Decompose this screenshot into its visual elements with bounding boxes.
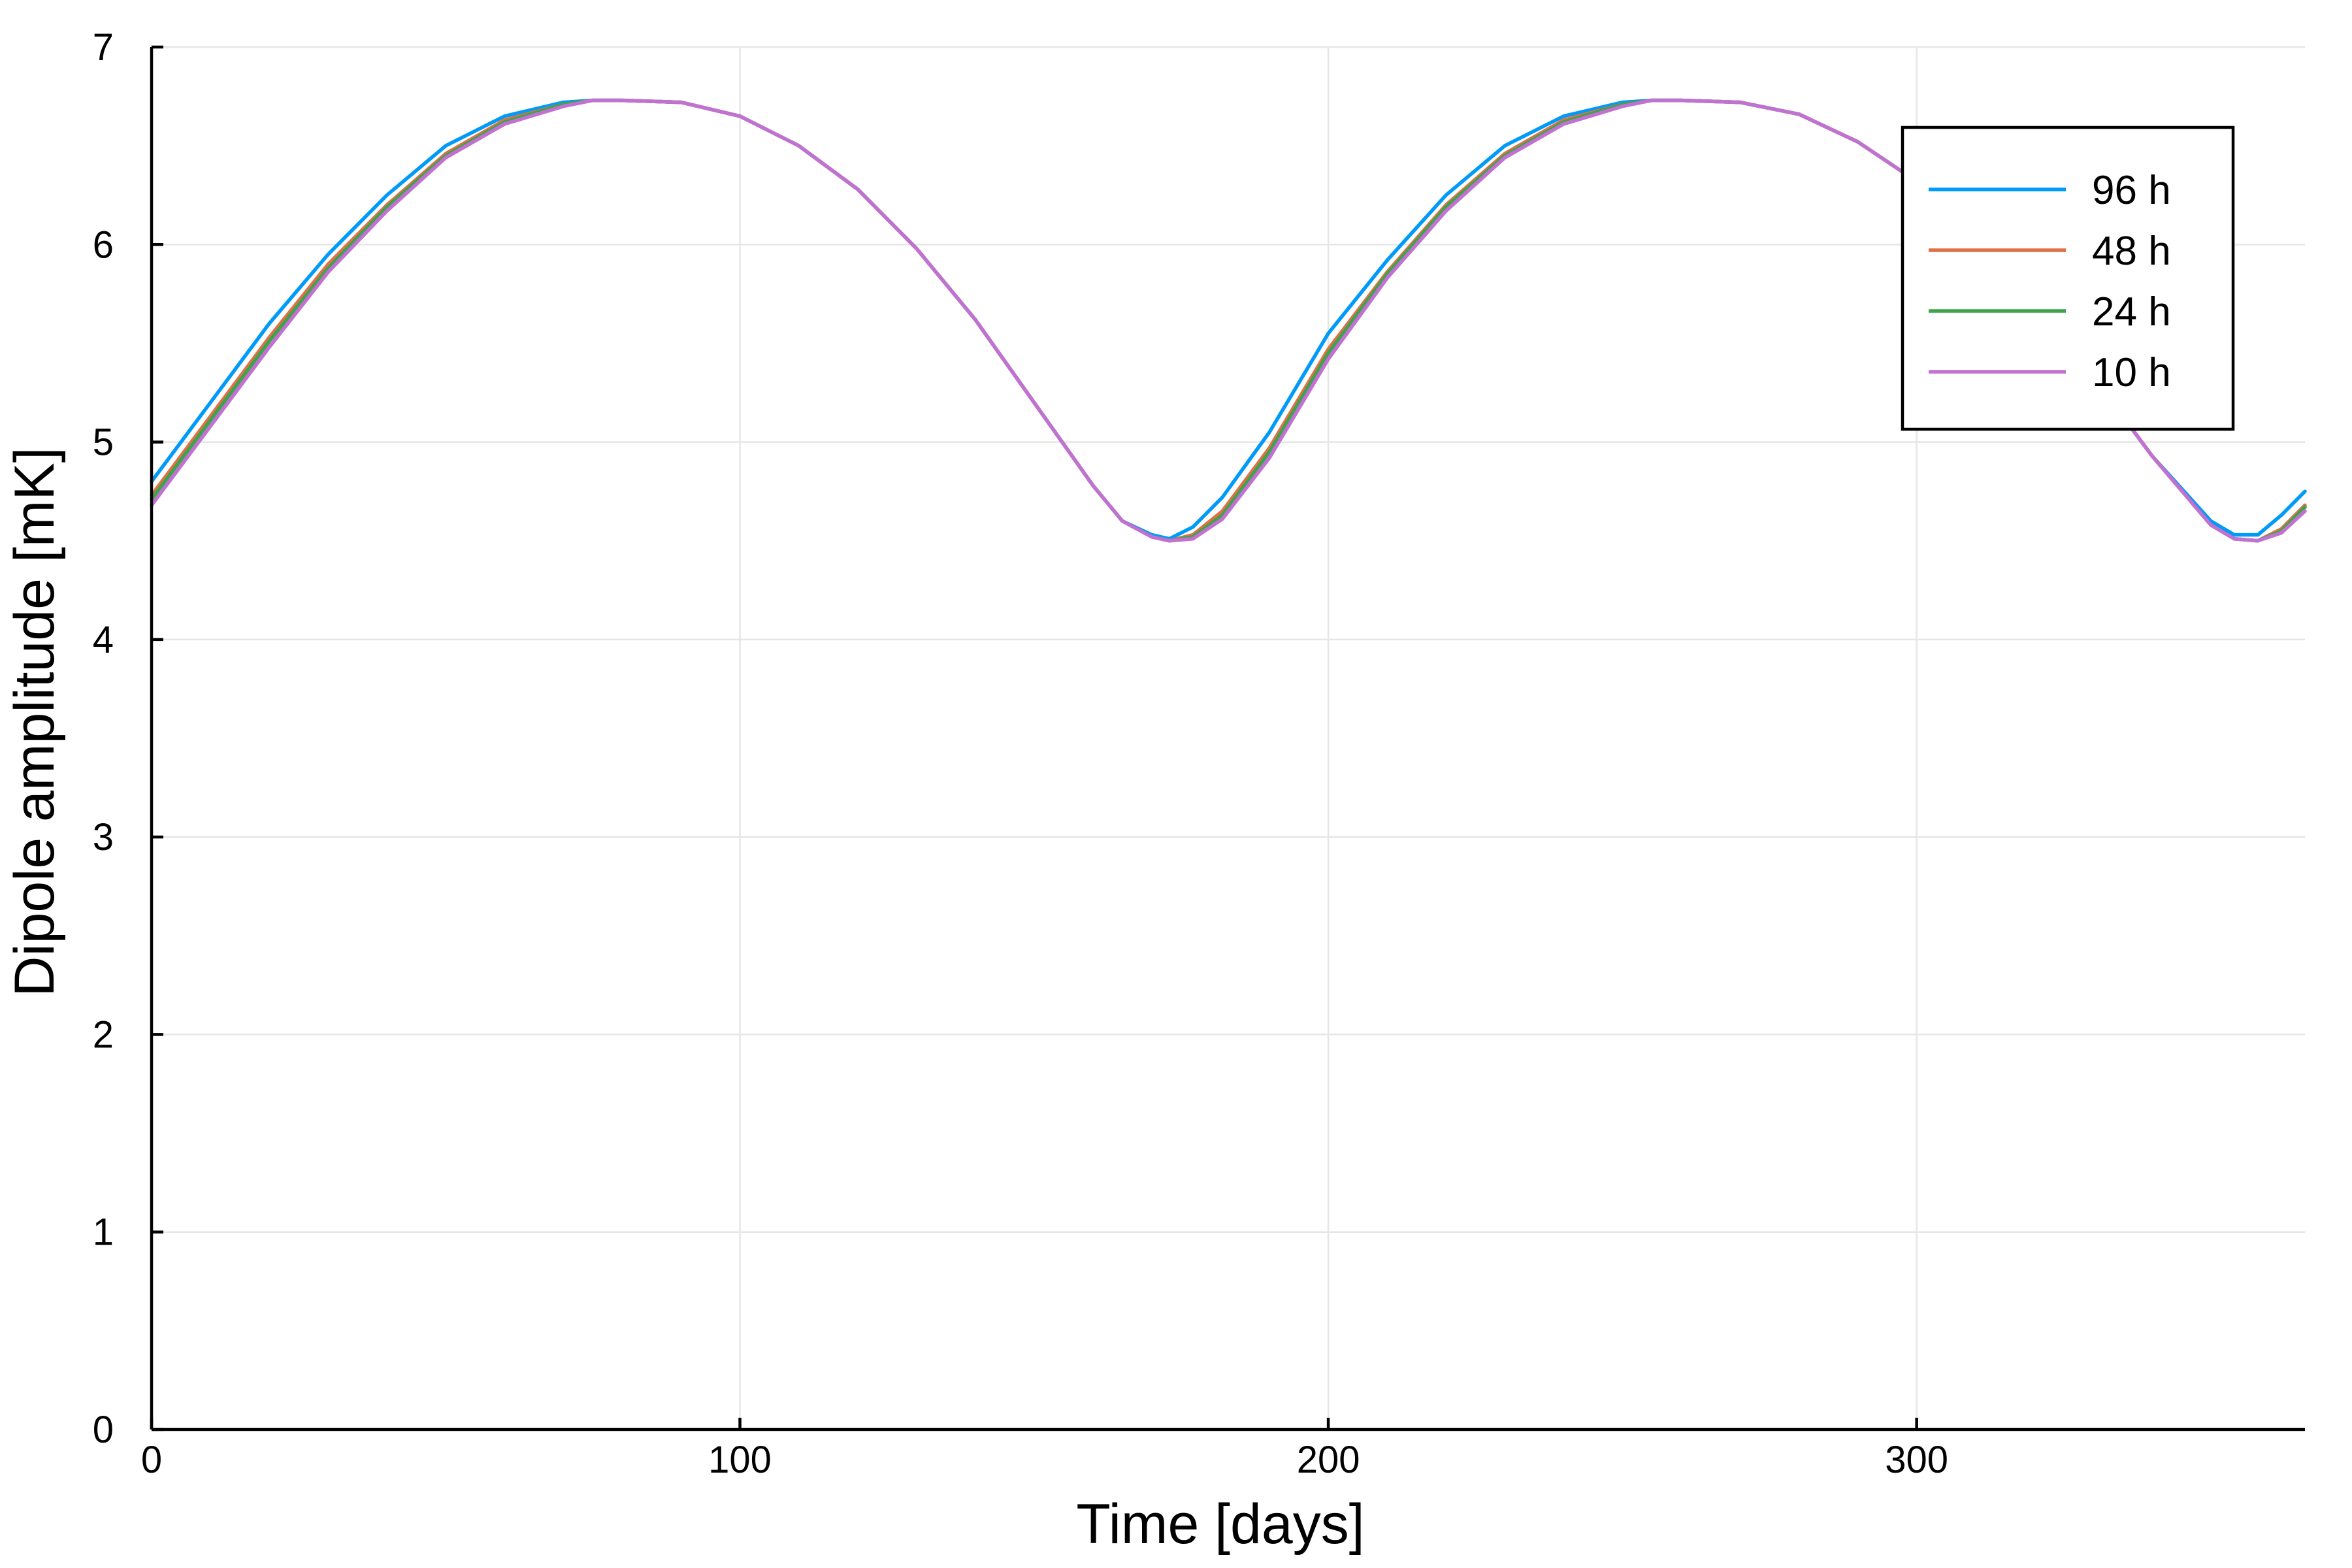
y-tick-label: 4 bbox=[93, 619, 114, 661]
axes bbox=[150, 45, 2305, 1431]
y-tick-label: 5 bbox=[93, 421, 114, 464]
x-tick-label: 100 bbox=[708, 1439, 772, 1481]
y-axis-title: Dipole amplitude [mK] bbox=[3, 447, 66, 996]
y-tick-label: 0 bbox=[93, 1409, 114, 1451]
x-tick-label: 0 bbox=[141, 1439, 162, 1481]
legend-label: 24 h bbox=[2092, 289, 2171, 335]
y-tick-label: 2 bbox=[93, 1013, 114, 1056]
legend: 96 h 48 h 24 h 10 h bbox=[1901, 125, 2235, 431]
y-tick-label: 6 bbox=[93, 223, 114, 266]
legend-box bbox=[1901, 125, 2235, 431]
tick-labels: 0 100 200 300 0 1 2 3 4 5 6 7 bbox=[93, 26, 1948, 1481]
x-tick-label: 200 bbox=[1297, 1439, 1360, 1481]
x-axis-title: Time [days] bbox=[1076, 1493, 1364, 1556]
y-tick-label: 3 bbox=[93, 816, 114, 858]
y-tick-label: 1 bbox=[93, 1211, 114, 1254]
legend-label: 10 h bbox=[2092, 350, 2171, 395]
x-tick-label: 300 bbox=[1885, 1439, 1948, 1481]
legend-label: 96 h bbox=[2092, 168, 2171, 213]
y-tick-label: 7 bbox=[93, 26, 114, 69]
legend-label: 48 h bbox=[2092, 229, 2171, 274]
